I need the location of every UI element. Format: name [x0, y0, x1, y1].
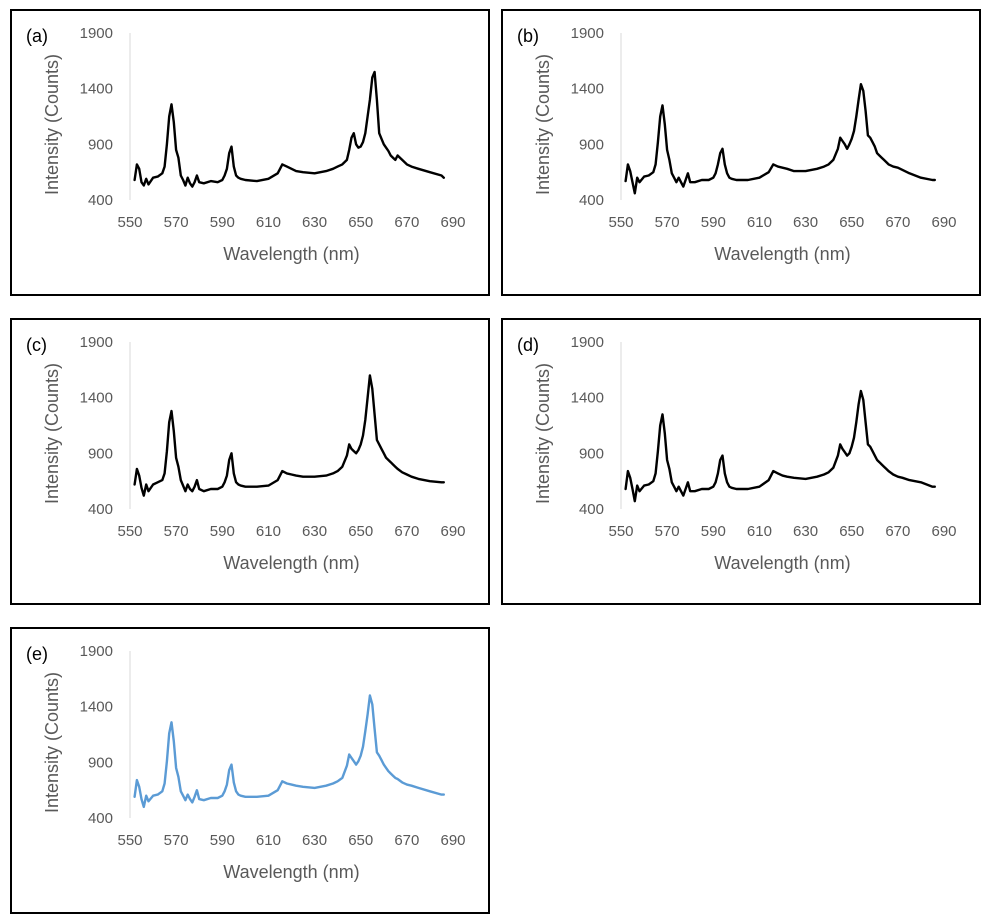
chart-e: 400 900 1400 1900 550 570 590 610 630 650 670 690 Wa… — [26, 643, 466, 882]
x-tick-label: 550 — [117, 214, 142, 231]
y-tick-label: 400 — [88, 501, 113, 518]
y-tick-label: 400 — [88, 192, 113, 209]
y-axis-label: Intensity (Counts) — [42, 54, 62, 195]
y-tick-label: 1400 — [80, 81, 113, 98]
x-tick-label: 550 — [608, 214, 633, 231]
y-tick-label: 1900 — [80, 643, 113, 660]
y-tick-label: 400 — [579, 192, 604, 209]
x-tick-label: 570 — [164, 832, 189, 849]
y-tick-label: 400 — [88, 810, 113, 827]
panel-label: (d) — [517, 335, 539, 355]
y-tick-label: 1900 — [571, 25, 604, 42]
spectrum-line — [133, 374, 445, 497]
x-tick-label: 590 — [701, 523, 726, 540]
x-tick-label: 670 — [885, 523, 910, 540]
x-tick-label: 610 — [256, 214, 281, 231]
x-tick-label: 690 — [440, 523, 465, 540]
y-axis-label: Intensity (Counts) — [42, 363, 62, 504]
panel-label: (b) — [517, 26, 539, 46]
x-tick-label: 590 — [210, 214, 235, 231]
x-tick-label: 630 — [302, 832, 327, 849]
x-axis-label: Wavelength (nm) — [223, 244, 359, 264]
chart-c: 400 900 1400 1900 550 570 590 610 630 650 670 690 Wa… — [26, 334, 466, 573]
spectrum-line — [133, 70, 445, 188]
x-tick-label: 610 — [256, 832, 281, 849]
spectrum-line — [133, 694, 445, 809]
x-tick-label: 650 — [348, 832, 373, 849]
y-tick-label: 1400 — [571, 390, 604, 407]
panel-e: 400 900 1400 1900 550 570 590 610 630 650 670 690 Wa… — [10, 627, 490, 914]
x-tick-label: 650 — [348, 214, 373, 231]
y-tick-label: 400 — [579, 501, 604, 518]
panel-label: (c) — [26, 335, 47, 355]
x-tick-label: 610 — [256, 523, 281, 540]
x-tick-label: 610 — [747, 214, 772, 231]
x-tick-label: 670 — [394, 832, 419, 849]
chart-a: 400 900 1400 1900 550 570 590 610 630 650 670 690 Wa… — [26, 25, 466, 264]
x-tick-label: 590 — [210, 523, 235, 540]
y-tick-label: 900 — [88, 754, 113, 771]
x-tick-label: 570 — [655, 523, 680, 540]
y-tick-label: 900 — [88, 445, 113, 462]
x-tick-label: 550 — [117, 523, 142, 540]
spectrum-line — [624, 82, 936, 195]
x-tick-label: 570 — [655, 214, 680, 231]
panel-c: 400 900 1400 1900 550 570 590 610 630 650 670 690 Wa… — [10, 318, 490, 605]
x-tick-label: 630 — [302, 523, 327, 540]
y-tick-label: 1900 — [571, 334, 604, 351]
x-axis-label: Wavelength (nm) — [714, 553, 850, 573]
x-axis-label: Wavelength (nm) — [223, 862, 359, 882]
y-tick-label: 1400 — [80, 699, 113, 716]
x-tick-label: 690 — [440, 214, 465, 231]
x-tick-label: 610 — [747, 523, 772, 540]
y-tick-label: 900 — [88, 136, 113, 153]
x-tick-label: 630 — [793, 214, 818, 231]
y-tick-label: 1400 — [571, 81, 604, 98]
x-tick-label: 630 — [302, 214, 327, 231]
x-tick-label: 670 — [885, 214, 910, 231]
y-tick-label: 1400 — [80, 390, 113, 407]
x-tick-label: 570 — [164, 523, 189, 540]
x-tick-label: 690 — [931, 214, 956, 231]
y-axis-label: Intensity (Counts) — [533, 363, 553, 504]
x-tick-label: 590 — [210, 832, 235, 849]
y-tick-label: 900 — [579, 136, 604, 153]
chart-b: 400 900 1400 1900 550 570 590 610 630 650 670 690 Wa… — [517, 25, 957, 264]
x-tick-label: 690 — [440, 832, 465, 849]
x-axis-label: Wavelength (nm) — [714, 244, 850, 264]
chart-d: 400 900 1400 1900 550 570 590 610 630 650 670 690 Wa… — [517, 334, 957, 573]
y-axis-label: Intensity (Counts) — [42, 672, 62, 813]
x-tick-label: 570 — [164, 214, 189, 231]
x-tick-label: 650 — [839, 214, 864, 231]
y-axis-label: Intensity (Counts) — [533, 54, 553, 195]
x-axis-label: Wavelength (nm) — [223, 553, 359, 573]
x-tick-label: 650 — [348, 523, 373, 540]
spectrum-line — [624, 389, 936, 503]
x-tick-label: 590 — [701, 214, 726, 231]
panel-label: (a) — [26, 26, 48, 46]
x-tick-label: 690 — [931, 523, 956, 540]
y-tick-label: 1900 — [80, 334, 113, 351]
panel-a: 400 900 1400 1900 550 570 590 610 630 650 670 690 Wa… — [10, 9, 490, 296]
x-tick-label: 550 — [117, 832, 142, 849]
y-tick-label: 900 — [579, 445, 604, 462]
x-tick-label: 630 — [793, 523, 818, 540]
panel-label: (e) — [26, 644, 48, 664]
x-tick-label: 670 — [394, 214, 419, 231]
y-tick-label: 1900 — [80, 25, 113, 42]
x-tick-label: 670 — [394, 523, 419, 540]
panel-d: 400 900 1400 1900 550 570 590 610 630 650 670 690 Wa… — [501, 318, 981, 605]
panel-b: 400 900 1400 1900 550 570 590 610 630 650 670 690 Wa… — [501, 9, 981, 296]
x-tick-label: 550 — [608, 523, 633, 540]
x-tick-label: 650 — [839, 523, 864, 540]
